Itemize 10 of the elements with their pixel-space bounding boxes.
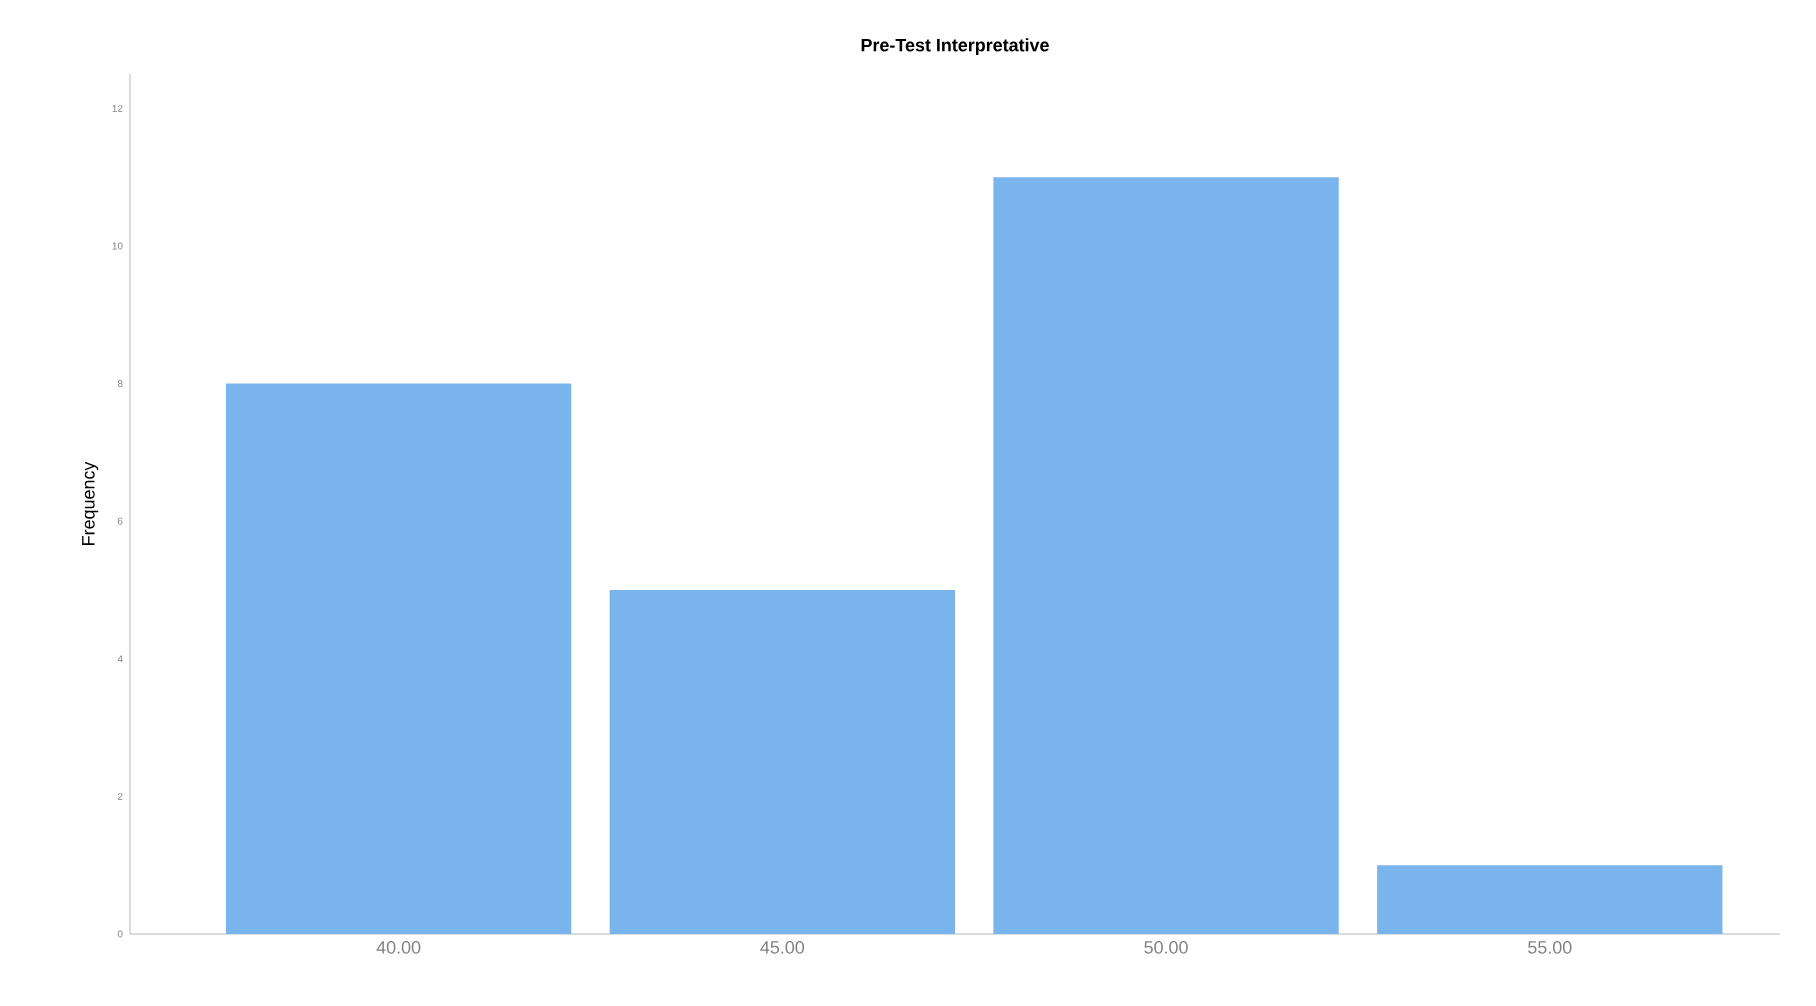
x-tick-label: 50.00 (1144, 941, 1188, 954)
bar (225, 383, 572, 934)
x-tick-label: 40.00 (376, 941, 421, 954)
y-axis-title: Frequency (82, 461, 99, 545)
bar (1377, 865, 1723, 934)
x-tick-label: 55.00 (1528, 941, 1572, 954)
x-tick-label: 45.00 (760, 941, 805, 954)
chart-title: Pre-Test Interpretative (861, 38, 1049, 55)
bar (993, 177, 1339, 934)
bar (609, 589, 956, 934)
